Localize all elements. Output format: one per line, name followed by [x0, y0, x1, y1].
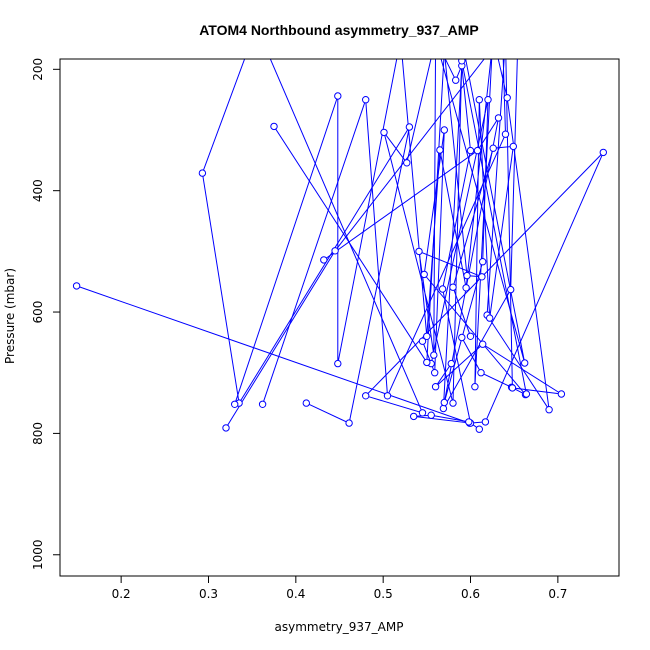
data-point — [198, 169, 207, 177]
x-tick-label: 0.4 — [286, 587, 305, 601]
data-point — [449, 399, 457, 407]
data-point — [447, 359, 455, 368]
data-point — [231, 400, 239, 408]
data-point — [489, 144, 497, 152]
data-point — [418, 337, 427, 345]
data-point — [479, 258, 487, 266]
data-point — [420, 270, 428, 279]
data-point — [557, 390, 566, 398]
data-point — [522, 390, 531, 398]
data-point — [302, 399, 310, 407]
data-point — [463, 271, 471, 280]
data-point — [501, 130, 510, 138]
data-point — [462, 284, 470, 292]
data-point — [458, 333, 466, 342]
data-point — [439, 404, 448, 413]
data-point — [465, 418, 473, 426]
x-tick-label: 0.3 — [199, 587, 218, 601]
data-point — [503, 94, 511, 102]
data-point — [383, 392, 392, 400]
data-point — [440, 126, 448, 134]
data-point — [270, 122, 278, 131]
data-point — [331, 247, 339, 255]
data-point — [222, 424, 230, 432]
data-point — [362, 96, 370, 104]
data-point — [481, 418, 490, 426]
data-point — [334, 92, 342, 100]
data-point — [410, 412, 418, 421]
data-point — [458, 59, 466, 65]
data-point — [258, 400, 267, 408]
y-axis-ticks: 200 400 600 800 1000 — [31, 58, 60, 570]
y-tick-label: 800 — [31, 422, 45, 445]
x-tick-label: 0.2 — [112, 587, 131, 601]
data-point — [423, 332, 431, 340]
plot-frame — [59, 58, 620, 577]
data-point — [431, 369, 439, 377]
data-point — [430, 351, 438, 359]
data-point — [362, 392, 370, 400]
data-point — [380, 128, 388, 137]
data-point — [320, 256, 328, 264]
y-tick-label: 200 — [31, 58, 45, 81]
data-point — [508, 384, 517, 392]
data-point — [72, 282, 81, 290]
data-point — [475, 96, 483, 104]
data-point — [427, 411, 435, 419]
y-tick-label: 400 — [31, 179, 45, 202]
data-point — [477, 369, 485, 377]
data-point — [403, 159, 411, 167]
x-tick-label: 0.6 — [461, 587, 480, 601]
data-point — [509, 142, 517, 151]
data-point — [473, 146, 482, 155]
data-point — [521, 359, 529, 367]
plot-points — [72, 59, 607, 433]
data-point — [423, 358, 431, 367]
data-point — [334, 359, 342, 368]
data-point — [479, 340, 487, 348]
data-point — [545, 406, 553, 414]
data-point — [345, 419, 353, 427]
data-point — [466, 146, 475, 155]
series-line-5 — [234, 59, 514, 405]
data-point — [494, 114, 503, 122]
data-point — [415, 247, 423, 256]
data-point — [475, 425, 483, 433]
data-point — [478, 273, 486, 281]
data-point — [466, 332, 475, 340]
plot-series — [76, 59, 604, 430]
data-point — [486, 314, 494, 322]
chart-title: ATOM4 Northbound asymmetry_937_AMP — [199, 22, 479, 38]
data-point — [436, 146, 444, 154]
data-point — [452, 76, 460, 84]
data-point — [405, 123, 414, 131]
x-tick-label: 0.7 — [548, 587, 567, 601]
data-point — [507, 285, 515, 294]
data-point — [431, 383, 440, 391]
y-axis-label: Pressure (mbar) — [3, 268, 17, 364]
data-point — [471, 383, 479, 391]
y-tick-label: 1000 — [31, 539, 45, 570]
x-axis-label: asymmetry_937_AMP — [275, 620, 404, 634]
data-point — [438, 285, 447, 293]
data-point — [418, 409, 427, 417]
y-tick-label: 600 — [31, 301, 45, 324]
data-point — [449, 283, 457, 291]
data-point — [440, 398, 448, 407]
data-point — [599, 148, 607, 157]
x-tick-label: 0.5 — [374, 587, 393, 601]
x-axis-ticks: 0.2 0.3 0.4 0.5 0.6 0.7 — [112, 576, 567, 601]
data-point — [484, 96, 492, 104]
